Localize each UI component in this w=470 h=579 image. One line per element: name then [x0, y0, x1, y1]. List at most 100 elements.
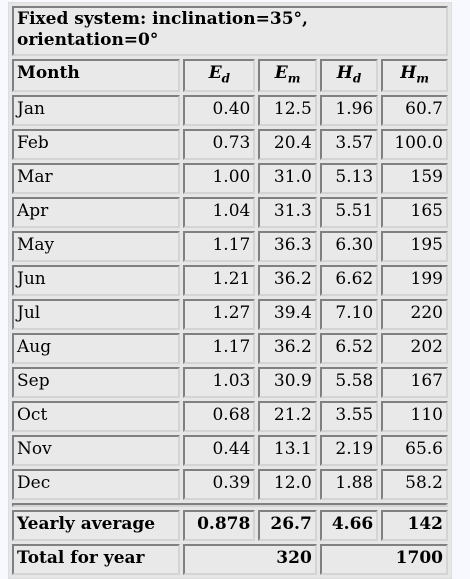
- value-cell: 12.5: [258, 95, 317, 127]
- page-body: Fixed system: inclination=35°, orientati…: [8, 2, 452, 579]
- page: {"table": { "title": "Fixed system: incl…: [8, 2, 452, 579]
- value-cell: 5.13: [319, 163, 379, 195]
- value-cell: 36.2: [258, 265, 317, 297]
- value-cell: 220: [381, 299, 448, 331]
- header-subscript: m: [416, 71, 429, 86]
- header-subscript: d: [221, 71, 231, 86]
- month-cell: Aug: [12, 333, 181, 365]
- value-cell: 1.04: [183, 197, 256, 229]
- value-cell: 65.6: [381, 435, 448, 467]
- value-cell: 36.2: [258, 333, 317, 365]
- value-cell: 110: [381, 401, 448, 433]
- value-cell: 6.62: [319, 265, 379, 297]
- table-body: Fixed system: inclination=35°, orientati…: [12, 6, 448, 576]
- value-cell: 31.0: [258, 163, 317, 195]
- value-cell: 7.10: [319, 299, 379, 331]
- value-cell: 202: [381, 333, 448, 365]
- data-row: Jun 1.21 36.2 6.62 199: [12, 265, 448, 297]
- separator-row: [12, 503, 448, 508]
- total-row: Total for year 320 1700: [12, 544, 448, 576]
- value-cell: 195: [381, 231, 448, 263]
- value-cell: 1.00: [183, 163, 256, 195]
- data-row: Mar 1.00 31.0 5.13 159: [12, 163, 448, 195]
- value-cell: 165: [381, 197, 448, 229]
- data-row: Sep 1.03 30.9 5.58 167: [12, 367, 448, 399]
- data-row: Jan 0.40 12.5 1.96 60.7: [12, 95, 448, 127]
- value-cell: 60.7: [381, 95, 448, 127]
- total-value: 320: [183, 544, 317, 576]
- value-cell: 1.03: [183, 367, 256, 399]
- total-value: 1700: [319, 544, 448, 576]
- column-header: Hm: [381, 59, 448, 93]
- value-cell: 0.44: [183, 435, 256, 467]
- month-cell: Dec: [12, 469, 181, 501]
- value-cell: 5.58: [319, 367, 379, 399]
- separator-cell: [12, 503, 448, 508]
- month-cell: Jul: [12, 299, 181, 331]
- title-cell: Fixed system: inclination=35°, orientati…: [12, 6, 448, 56]
- month-cell: May: [12, 231, 181, 263]
- header-symbol: E: [274, 63, 288, 83]
- value-cell: 30.9: [258, 367, 317, 399]
- value-cell: 36.3: [258, 231, 317, 263]
- average-row: Yearly average 0.878 26.7 4.66 142: [12, 510, 448, 542]
- data-row: Nov 0.44 13.1 2.19 65.6: [12, 435, 448, 467]
- value-cell: 167: [381, 367, 448, 399]
- value-cell: 0.73: [183, 129, 256, 161]
- data-row: Jul 1.27 39.4 7.10 220: [12, 299, 448, 331]
- value-cell: 0.68: [183, 401, 256, 433]
- value-cell: 13.1: [258, 435, 317, 467]
- value-cell: 1.17: [183, 231, 256, 263]
- data-row: May 1.17 36.3 6.30 195: [12, 231, 448, 263]
- value-cell: 159: [381, 163, 448, 195]
- column-header: Ed: [183, 59, 256, 93]
- value-cell: 39.4: [258, 299, 317, 331]
- value-cell: 0.40: [183, 95, 256, 127]
- month-cell: Sep: [12, 367, 181, 399]
- value-cell: 0.39: [183, 469, 256, 501]
- value-cell: 3.57: [319, 129, 379, 161]
- title-row: Fixed system: inclination=35°, orientati…: [12, 6, 448, 56]
- average-value: 142: [381, 510, 448, 542]
- value-cell: 5.51: [319, 197, 379, 229]
- value-cell: 3.55: [319, 401, 379, 433]
- data-row: Apr 1.04 31.3 5.51 165: [12, 197, 448, 229]
- value-cell: 1.27: [183, 299, 256, 331]
- data-row: Aug 1.17 36.2 6.52 202: [12, 333, 448, 365]
- value-cell: 1.88: [319, 469, 379, 501]
- header-symbol: H: [400, 63, 417, 83]
- header-symbol: E: [208, 63, 222, 83]
- value-cell: 6.30: [319, 231, 379, 263]
- average-value: 0.878: [183, 510, 256, 542]
- month-cell: Nov: [12, 435, 181, 467]
- results-table: Fixed system: inclination=35°, orientati…: [8, 2, 452, 579]
- average-label: Yearly average: [12, 510, 181, 542]
- column-header: Em: [258, 59, 317, 93]
- month-cell: Apr: [12, 197, 181, 229]
- month-cell: Mar: [12, 163, 181, 195]
- value-cell: 1.17: [183, 333, 256, 365]
- data-row: Dec 0.39 12.0 1.88 58.2: [12, 469, 448, 501]
- data-row: Oct 0.68 21.2 3.55 110: [12, 401, 448, 433]
- value-cell: 1.21: [183, 265, 256, 297]
- value-cell: 6.52: [319, 333, 379, 365]
- header-subscript: d: [352, 71, 362, 86]
- value-cell: 31.3: [258, 197, 317, 229]
- header-subscript: m: [287, 71, 301, 86]
- month-cell: Oct: [12, 401, 181, 433]
- value-cell: 58.2: [381, 469, 448, 501]
- month-cell: Jan: [12, 95, 181, 127]
- value-cell: 199: [381, 265, 448, 297]
- value-cell: 12.0: [258, 469, 317, 501]
- header-symbol: H: [336, 63, 353, 83]
- header-row: Month Ed Em Hd Hm: [12, 59, 448, 93]
- average-value: 26.7: [258, 510, 317, 542]
- column-header: Hd: [319, 59, 379, 93]
- total-label: Total for year: [12, 544, 181, 576]
- value-cell: 100.0: [381, 129, 448, 161]
- value-cell: 1.96: [319, 95, 379, 127]
- average-value: 4.66: [319, 510, 379, 542]
- month-cell: Jun: [12, 265, 181, 297]
- table-title: Fixed system: inclination=35°, orientati…: [17, 9, 308, 50]
- value-cell: 20.4: [258, 129, 317, 161]
